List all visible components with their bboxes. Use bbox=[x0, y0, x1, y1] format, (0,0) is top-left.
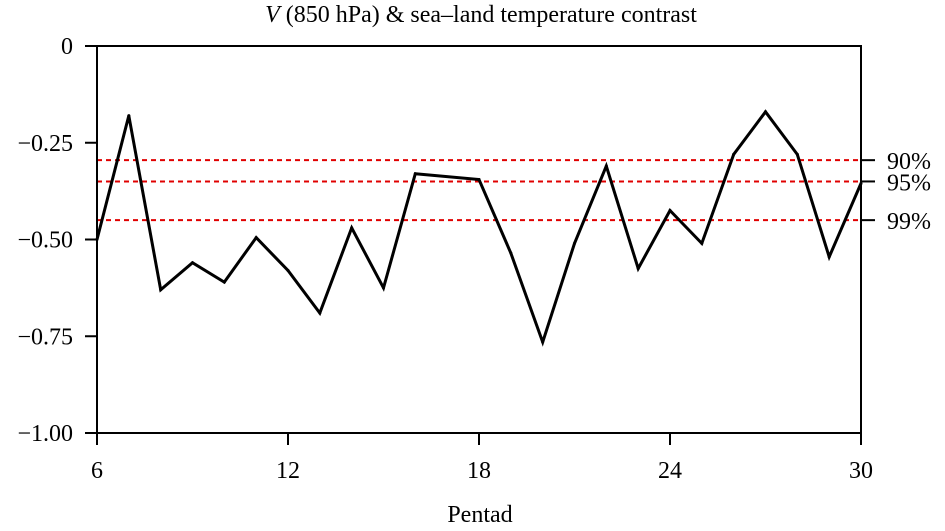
plot-frame bbox=[96, 45, 862, 434]
data-point bbox=[668, 208, 672, 212]
data-point bbox=[636, 267, 640, 271]
data-point bbox=[222, 280, 226, 284]
reference-label-90: 90% bbox=[887, 149, 931, 175]
y-tick-label: −0.50 bbox=[17, 228, 73, 254]
y-tick-label: 0 bbox=[61, 34, 73, 60]
x-tick-label: 18 bbox=[467, 458, 491, 484]
x-axis-title: Pentad bbox=[447, 502, 512, 528]
data-point bbox=[286, 268, 290, 272]
series-line-0 bbox=[95, 109, 863, 347]
x-tick-label: 6 bbox=[91, 458, 103, 484]
x-tick-label: 30 bbox=[849, 458, 873, 484]
x-tick-label: 24 bbox=[658, 458, 682, 484]
y-tick-label: −1.00 bbox=[17, 421, 73, 447]
chart-title-rest: (850 hPa) & sea–land temperature contras… bbox=[280, 2, 698, 28]
reference-label-99: 99% bbox=[887, 209, 931, 235]
chart-title-italic: V bbox=[265, 2, 282, 28]
data-point bbox=[827, 255, 831, 259]
data-point bbox=[159, 288, 163, 292]
data-point bbox=[382, 286, 385, 290]
data-point bbox=[509, 251, 513, 255]
y-tick-label: −0.75 bbox=[17, 324, 73, 350]
data-point bbox=[477, 178, 481, 182]
data-point bbox=[318, 311, 322, 315]
data-point bbox=[413, 172, 417, 176]
data-point bbox=[764, 110, 767, 114]
data-point bbox=[795, 152, 799, 156]
data-point bbox=[254, 236, 258, 240]
data-point bbox=[127, 114, 131, 118]
y-axis: 0 −0.25 −0.50 −0.75 −1.00 bbox=[17, 34, 97, 447]
y-tick-label: −0.25 bbox=[17, 131, 73, 157]
data-point bbox=[604, 164, 608, 168]
data-point bbox=[732, 152, 736, 156]
data-point bbox=[541, 340, 545, 344]
x-tick-label: 12 bbox=[276, 458, 300, 484]
reference-labels: 90%95% 99% bbox=[861, 149, 931, 235]
data-point bbox=[191, 261, 194, 265]
reference-label-95: 95% bbox=[887, 170, 931, 196]
data-point bbox=[700, 241, 704, 245]
reference-lines bbox=[97, 159, 861, 222]
data-point bbox=[573, 241, 576, 245]
series-layer bbox=[95, 109, 863, 347]
data-point bbox=[350, 226, 354, 230]
x-axis: 6 12 18 24 30 bbox=[91, 433, 873, 484]
chart-title: V (850 hPa) & sea–land temperature contr… bbox=[265, 2, 697, 28]
